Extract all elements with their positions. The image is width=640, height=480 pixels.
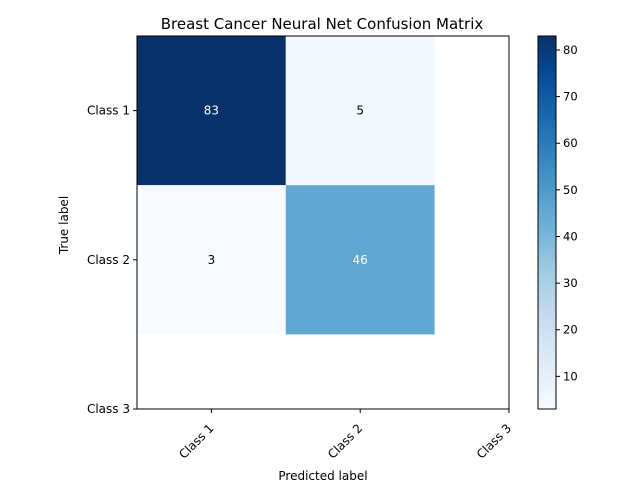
y-axis-ticks: Class 1 Class 2 Class 3 <box>87 104 137 416</box>
x-tick-label: Class 3 <box>474 421 514 461</box>
colorbar-tick-label: 60 <box>563 136 578 150</box>
heatmap-cell <box>137 36 286 186</box>
plot-frame <box>136 35 510 410</box>
colorbar <box>537 35 557 410</box>
cell-value-label: 3 <box>208 253 216 267</box>
cell-value-label: 46 <box>353 253 368 267</box>
heatmap-cell <box>285 36 435 186</box>
heatmap-cell-labels: 83 5 3 46 <box>204 104 368 267</box>
colorbar-tick-label: 80 <box>563 43 578 57</box>
y-tick-label: Class 3 <box>87 402 130 416</box>
x-tick-label: Class 1 <box>176 421 216 461</box>
x-axis-ticks: Class 1 Class 2 Class 3 <box>176 409 514 462</box>
y-tick-label: Class 1 <box>87 104 130 118</box>
x-axis-label: Predicted label <box>278 469 367 480</box>
heatmap-cells <box>137 36 435 335</box>
cell-value-label: 83 <box>204 104 219 118</box>
cell-value-label: 5 <box>356 104 364 118</box>
heatmap-cell <box>285 185 435 335</box>
colorbar-ticks: 10 20 30 40 50 60 70 80 <box>556 43 578 383</box>
y-axis-label: True label <box>57 196 71 255</box>
y-tick-label: Class 2 <box>87 253 130 267</box>
colorbar-tick-label: 30 <box>563 276 578 290</box>
colorbar-tick-label: 20 <box>563 323 578 337</box>
colorbar-tick-label: 10 <box>563 369 578 383</box>
chart-title: Breast Cancer Neural Net Confusion Matri… <box>161 15 484 33</box>
colorbar-tick-label: 70 <box>563 90 578 104</box>
colorbar-tick-label: 40 <box>563 229 578 243</box>
x-tick-label: Class 2 <box>325 421 365 461</box>
heatmap-cell <box>137 185 286 335</box>
colorbar-tick-label: 50 <box>563 183 578 197</box>
